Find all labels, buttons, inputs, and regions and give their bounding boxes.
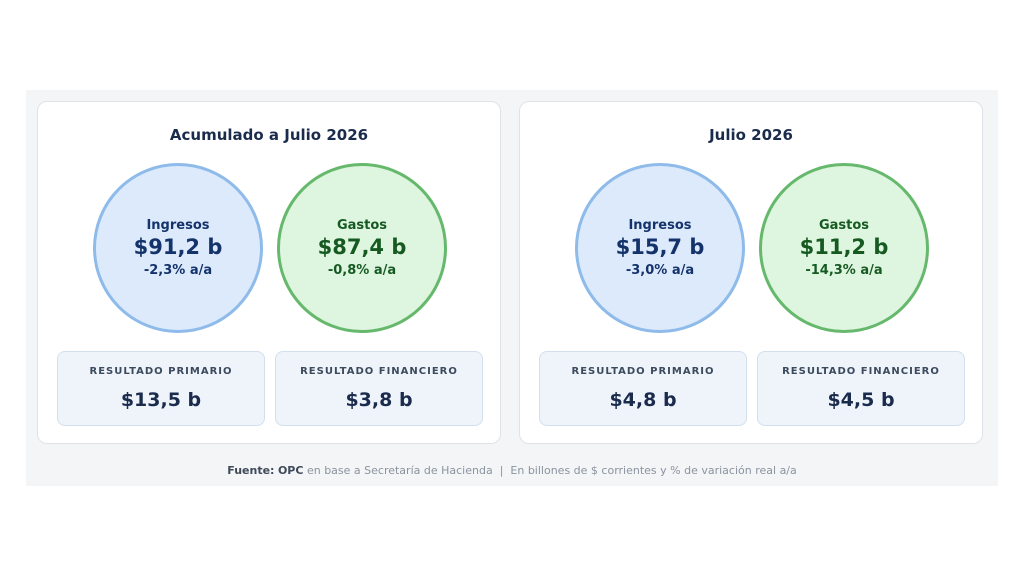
source-footer: Fuente: OPC en base a Secretaría de Haci… bbox=[26, 464, 998, 477]
resultado-primario-card: RESULTADO PRIMARIO $4,8 b bbox=[539, 351, 747, 426]
resultado-financiero-card: RESULTADO FINANCIERO $4,5 b bbox=[757, 351, 965, 426]
resultado-financiero-value: $4,5 b bbox=[827, 389, 895, 411]
units-note: En billones de $ corrientes y % de varia… bbox=[510, 464, 797, 477]
gastos-value: $11,2 b bbox=[799, 235, 889, 259]
panel-title: Julio 2026 bbox=[709, 126, 793, 144]
gastos-variation: -0,8% a/a bbox=[327, 263, 397, 278]
resultado-primario-value: $13,5 b bbox=[120, 389, 202, 411]
ingresos-label: Ingresos bbox=[628, 218, 692, 233]
ingresos-variation: -2,3% a/a bbox=[143, 263, 213, 278]
resultado-financiero-label: RESULTADO FINANCIERO bbox=[782, 366, 940, 377]
gastos-circle: Gastos $87,4 b -0,8% a/a bbox=[277, 163, 447, 333]
resultado-primario-value: $4,8 b bbox=[609, 389, 677, 411]
resultado-primario-label: RESULTADO PRIMARIO bbox=[571, 366, 715, 377]
resultado-financiero-value: $3,8 b bbox=[345, 389, 413, 411]
ingresos-value: $15,7 b bbox=[615, 235, 705, 259]
gastos-label: Gastos bbox=[818, 218, 870, 233]
source-label: Fuente: bbox=[227, 464, 275, 477]
ingresos-label: Ingresos bbox=[146, 218, 210, 233]
panel-title: Acumulado a Julio 2026 bbox=[169, 126, 369, 144]
gastos-value: $87,4 b bbox=[317, 235, 407, 259]
resultado-financiero-label: RESULTADO FINANCIERO bbox=[300, 366, 458, 377]
source-text: en base a Secretaría de Hacienda bbox=[306, 464, 493, 477]
source-org: OPC bbox=[277, 464, 304, 477]
gastos-variation: -14,3% a/a bbox=[805, 263, 883, 278]
ingresos-circle: Ingresos $91,2 b -2,3% a/a bbox=[93, 163, 263, 333]
resultado-financiero-card: RESULTADO FINANCIERO $3,8 b bbox=[275, 351, 483, 426]
gastos-circle: Gastos $11,2 b -14,3% a/a bbox=[759, 163, 929, 333]
resultado-primario-label: RESULTADO PRIMARIO bbox=[89, 366, 233, 377]
panel-acumulado: Acumulado a Julio 2026 Ingresos $91,2 b … bbox=[37, 101, 501, 444]
panel-mes: Julio 2026 Ingresos $15,7 b -3,0% a/a Ga… bbox=[519, 101, 983, 444]
ingresos-value: $91,2 b bbox=[133, 235, 223, 259]
ingresos-circle: Ingresos $15,7 b -3,0% a/a bbox=[575, 163, 745, 333]
resultado-primario-card: RESULTADO PRIMARIO $13,5 b bbox=[57, 351, 265, 426]
gastos-label: Gastos bbox=[336, 218, 388, 233]
dashboard-frame: Acumulado a Julio 2026 Ingresos $91,2 b … bbox=[26, 90, 998, 486]
footer-separator: | bbox=[499, 464, 504, 477]
ingresos-variation: -3,0% a/a bbox=[625, 263, 695, 278]
